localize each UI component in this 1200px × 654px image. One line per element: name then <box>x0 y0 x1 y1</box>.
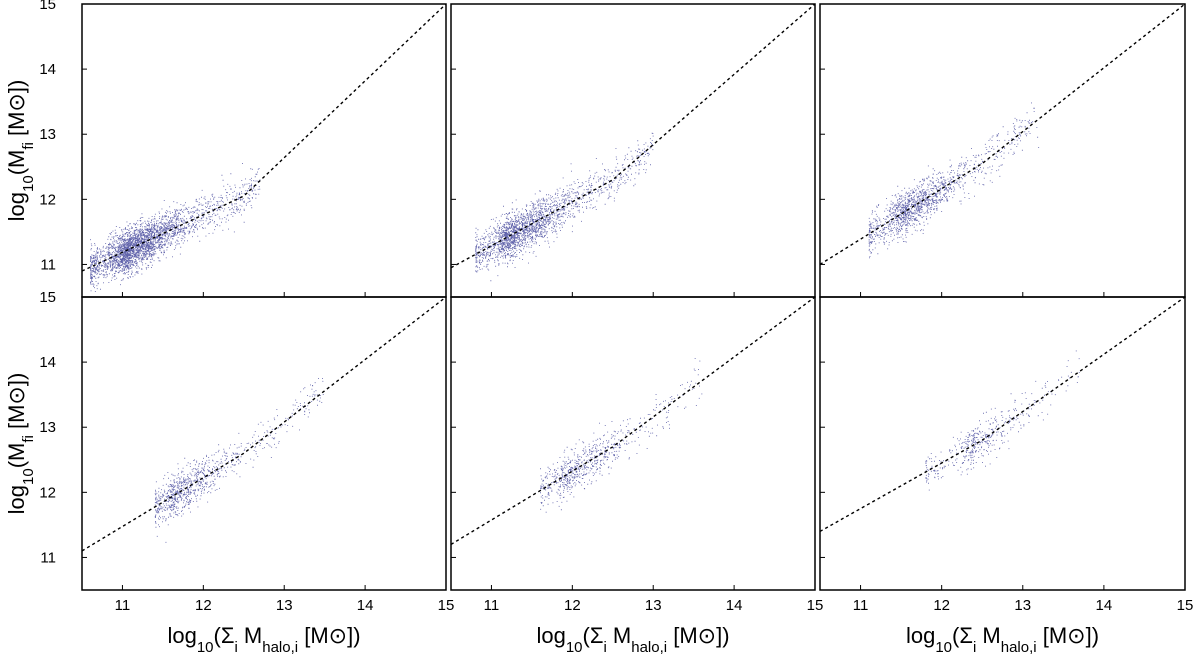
y-tick-label: 15 <box>39 289 56 306</box>
panel-plot-area <box>451 4 815 282</box>
fit-line <box>451 297 815 545</box>
scatter-points <box>475 132 654 282</box>
fit-line <box>820 297 1185 533</box>
panel-r0-c2 <box>819 3 1186 298</box>
panel-plot-area <box>451 297 815 545</box>
x-tick-label: 12 <box>195 597 212 614</box>
y-tick-label: 12 <box>39 191 56 208</box>
panel-frame <box>81 296 447 591</box>
fit-line <box>820 4 1185 265</box>
x-axis-label: log10(Σi Mhalo,i [M⊙]) <box>906 623 1099 654</box>
panel-plot-area <box>820 4 1185 265</box>
x-tick-label: 14 <box>357 597 374 614</box>
panels-layer <box>81 3 1186 591</box>
panel-plot-area <box>820 297 1185 533</box>
fit-line <box>82 297 446 552</box>
x-tick-label: 15 <box>1177 597 1194 614</box>
scatter-points <box>925 350 1080 491</box>
scatter-points <box>540 358 703 513</box>
panel-plot-area <box>82 297 446 552</box>
x-tick-label: 12 <box>564 597 581 614</box>
x-axis-label: log10(Σi Mhalo,i [M⊙]) <box>167 623 360 654</box>
panel-r0-c1 <box>450 3 816 298</box>
x-tick-label: 15 <box>807 597 824 614</box>
panel-r1-c1 <box>450 296 816 591</box>
fit-line <box>451 4 815 269</box>
x-axis-label: log10(Σi Mhalo,i [M⊙]) <box>536 623 729 654</box>
y-tick-label: 12 <box>39 484 56 501</box>
x-tick-label: 12 <box>933 597 950 614</box>
x-tick-label: 11 <box>484 597 500 614</box>
x-tick-label: 14 <box>1096 597 1113 614</box>
x-tick-label: 13 <box>276 597 293 614</box>
panel-frame <box>819 296 1186 591</box>
panel-frame <box>450 296 816 591</box>
ticks-layer: 11 12 13 14 15 11 12 13 14 15 11 12 13 14 15 11 12 13 14 15… <box>39 0 1193 614</box>
y-axis-label: log10(Mfi [M⊙]) <box>4 373 37 515</box>
y-tick-label: 13 <box>39 419 56 436</box>
y-tick-label: 13 <box>39 126 56 143</box>
y-axis-label: log10(Mfi [M⊙]) <box>4 80 37 222</box>
x-tick-label: 11 <box>853 597 869 614</box>
panel-r0-c0 <box>81 3 447 298</box>
y-tick-label: 11 <box>40 256 56 273</box>
panel-r1-c0 <box>81 296 447 591</box>
panel-r1-c2 <box>819 296 1186 591</box>
y-tick-label: 14 <box>39 61 56 78</box>
x-tick-label: 13 <box>1014 597 1031 614</box>
y-tick-label: 15 <box>39 0 56 13</box>
scatter-points <box>154 378 324 543</box>
panel-plot-area <box>82 4 446 292</box>
y-tick-label: 11 <box>40 549 56 566</box>
x-tick-label: 15 <box>438 597 455 614</box>
labels-layer: log10(Σi Mhalo,i [M⊙]) log10(Σi Mhalo,i [… <box>4 80 1099 654</box>
x-tick-label: 13 <box>645 597 662 614</box>
x-tick-label: 11 <box>115 597 131 614</box>
y-tick-label: 14 <box>39 354 56 371</box>
x-tick-label: 14 <box>726 597 743 614</box>
